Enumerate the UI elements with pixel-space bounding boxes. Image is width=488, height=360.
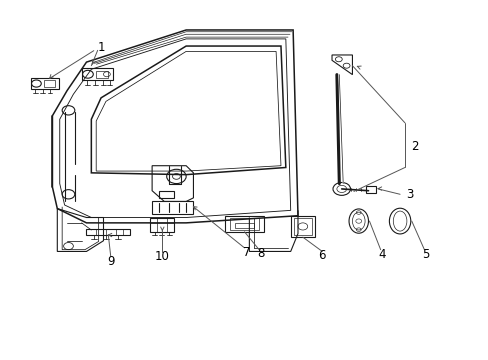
Bar <box>44 80 55 87</box>
Text: 8: 8 <box>256 247 264 260</box>
Text: 6: 6 <box>318 249 325 262</box>
Bar <box>30 78 59 89</box>
Bar <box>366 186 375 193</box>
Bar <box>96 71 108 78</box>
Text: 9: 9 <box>107 255 114 268</box>
Circle shape <box>336 185 346 193</box>
Bar <box>234 222 254 228</box>
Text: 4: 4 <box>378 248 385 261</box>
Bar <box>229 218 259 230</box>
Bar <box>293 218 311 235</box>
Text: 2: 2 <box>410 140 418 153</box>
Circle shape <box>355 219 361 223</box>
Bar <box>81 68 113 80</box>
Circle shape <box>332 183 350 195</box>
Text: 1: 1 <box>97 41 104 54</box>
Text: 7: 7 <box>243 246 250 258</box>
Text: 5: 5 <box>421 248 428 261</box>
Text: 3: 3 <box>406 188 413 201</box>
Bar <box>290 216 314 237</box>
Text: 10: 10 <box>154 250 169 263</box>
